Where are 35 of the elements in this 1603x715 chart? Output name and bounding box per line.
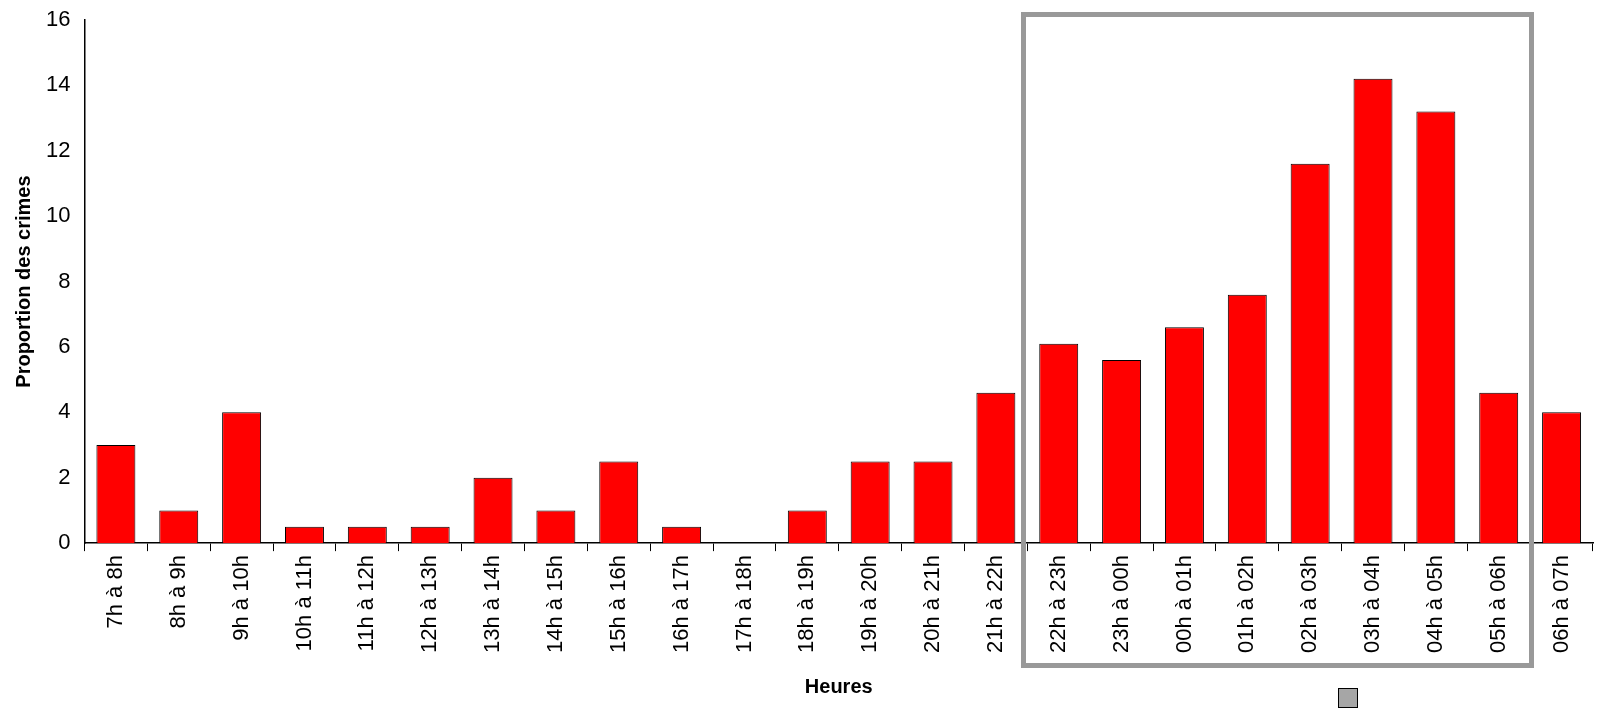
x-tick-label: 06h à 07h — [1547, 555, 1573, 653]
y-tick-label: 6 — [58, 333, 71, 359]
x-tick-label: 15h à 16h — [604, 555, 630, 653]
x-tick-label: 17h à 18h — [730, 555, 756, 653]
x-tick-label: 23h à 00h — [1107, 555, 1133, 653]
x-tick-label: 00h à 01h — [1170, 555, 1196, 653]
x-tick-label: 05h à 06h — [1484, 555, 1510, 653]
x-tick-label: 7h à 8h — [101, 555, 127, 629]
x-axis-title: Heures — [804, 674, 873, 697]
y-tick-label: 8 — [58, 267, 71, 293]
x-tick-label: 12h à 13h — [416, 555, 442, 653]
x-tick-label: 18h à 19h — [793, 555, 819, 653]
y-axis-title: Proportion des crimes — [11, 175, 34, 388]
y-tick-label: 12 — [45, 136, 71, 162]
y-tick-label: 14 — [45, 71, 71, 97]
x-tick-label: 13h à 14h — [479, 555, 505, 653]
x-tick-label: 11h à 12h — [353, 555, 379, 652]
x-tick-label: 21h à 22h — [981, 555, 1007, 653]
x-tick-label: 20h à 21h — [919, 555, 945, 653]
x-tick-label: 01h à 02h — [1233, 555, 1259, 653]
y-tick-label: 0 — [58, 529, 71, 555]
x-tick-label: 03h à 04h — [1359, 555, 1385, 653]
y-tick-label: 2 — [58, 463, 71, 489]
x-tick-label: 02h à 03h — [1296, 555, 1322, 653]
x-tick-label: 04h à 05h — [1421, 555, 1447, 653]
x-tick-label: 19h à 20h — [856, 555, 882, 653]
y-tick-label: 16 — [45, 6, 71, 32]
x-tick-label: 8h à 9h — [164, 555, 190, 629]
x-tick-label: 14h à 15h — [541, 555, 567, 653]
x-tick-label: 22h à 23h — [1044, 555, 1070, 653]
x-tick-label: 10h à 11h — [290, 555, 316, 652]
y-tick-label: 4 — [58, 398, 71, 424]
y-tick-label: 10 — [45, 202, 71, 228]
x-tick-label: 9h à 10h — [227, 555, 253, 641]
x-tick-label: 16h à 17h — [667, 555, 693, 653]
